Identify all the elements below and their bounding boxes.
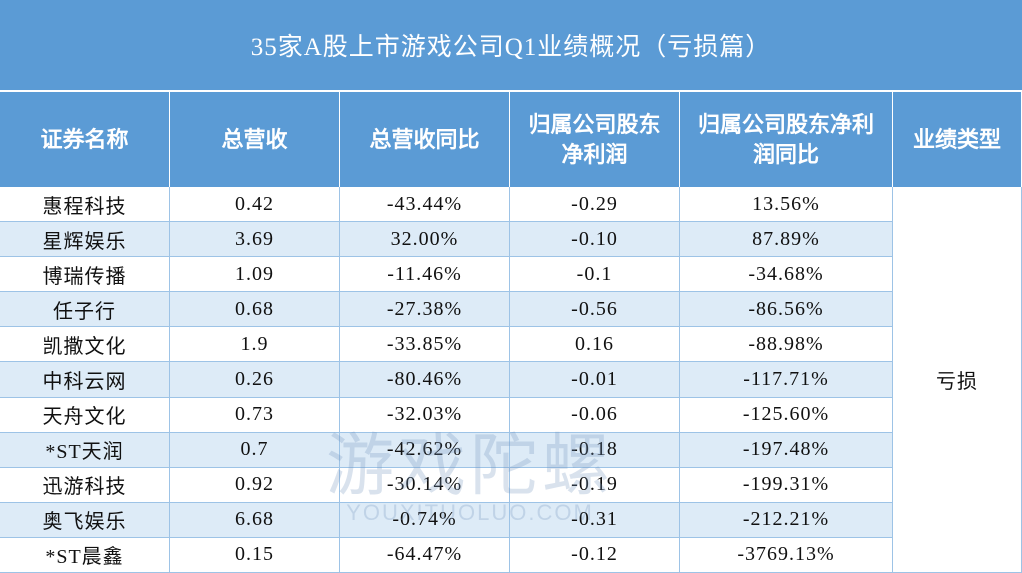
- table-cell: -42.62%: [340, 432, 510, 468]
- table-cell: -117.71%: [680, 362, 893, 398]
- table-cell: -0.18: [510, 432, 680, 468]
- table-cell: -32.03%: [340, 397, 510, 433]
- table-cell: 0.92: [170, 467, 340, 503]
- table-cell: -199.31%: [680, 467, 893, 503]
- table-cell: 1.9: [170, 327, 340, 363]
- table-cell: 凯撒文化: [0, 327, 170, 363]
- table-cell: 迅游科技: [0, 467, 170, 503]
- table-cell: 惠程科技: [0, 187, 170, 223]
- table-cell: 天舟文化: [0, 397, 170, 433]
- table-cell: -34.68%: [680, 257, 893, 293]
- table-cell: -0.12: [510, 537, 680, 573]
- table-cell: 博瑞传播: [0, 257, 170, 293]
- table-cell: 0.26: [170, 362, 340, 398]
- table-cell: 3.69: [170, 222, 340, 258]
- table-cell: -0.10: [510, 222, 680, 258]
- table-cell: -33.85%: [340, 327, 510, 363]
- table-cell: -88.98%: [680, 327, 893, 363]
- table-cell: 0.42: [170, 187, 340, 223]
- table-cell: -0.06: [510, 397, 680, 433]
- column-header: 业绩类型: [893, 92, 1022, 187]
- table-cell: 任子行: [0, 292, 170, 328]
- table-cell: 32.00%: [340, 222, 510, 258]
- table-cell: 6.68: [170, 502, 340, 538]
- column-header: 总营收: [170, 92, 340, 187]
- table-title: 35家A股上市游戏公司Q1业绩概况（亏损篇）: [0, 0, 1022, 92]
- table-cell: 星辉娱乐: [0, 222, 170, 258]
- table-cell: 0.73: [170, 397, 340, 433]
- column-header: 总营收同比: [340, 92, 510, 187]
- table-cell: -11.46%: [340, 257, 510, 293]
- table-cell: 0.68: [170, 292, 340, 328]
- table-cell: 中科云网: [0, 362, 170, 398]
- table-cell: 1.09: [170, 257, 340, 293]
- table-cell: -0.19: [510, 467, 680, 503]
- table-cell: -197.48%: [680, 432, 893, 468]
- table-cell: -0.01: [510, 362, 680, 398]
- table-cell: 87.89%: [680, 222, 893, 258]
- table-cell: *ST天润: [0, 432, 170, 468]
- table-cell: 13.56%: [680, 187, 893, 223]
- table-cell: -27.38%: [340, 292, 510, 328]
- column-header: 归属公司股东净利润: [510, 92, 680, 187]
- table-cell: -0.56: [510, 292, 680, 328]
- column-header: 归属公司股东净利润同比: [680, 92, 893, 187]
- table-cell: -212.21%: [680, 502, 893, 538]
- table-cell: 0.7: [170, 432, 340, 468]
- table-cell: 0.16: [510, 327, 680, 363]
- merged-cell: 亏损: [893, 187, 1022, 573]
- table-cell: -86.56%: [680, 292, 893, 328]
- table-cell: -3769.13%: [680, 537, 893, 573]
- table-cell: *ST晨鑫: [0, 537, 170, 573]
- table-cell: -30.14%: [340, 467, 510, 503]
- table-cell: -0.31: [510, 502, 680, 538]
- table-cell: -0.1: [510, 257, 680, 293]
- table-cell: -125.60%: [680, 397, 893, 433]
- table-cell: -64.47%: [340, 537, 510, 573]
- column-header: 证券名称: [0, 92, 170, 187]
- table-cell: -0.74%: [340, 502, 510, 538]
- table-cell: 0.15: [170, 537, 340, 573]
- table-cell: -80.46%: [340, 362, 510, 398]
- table-cell: -0.29: [510, 187, 680, 223]
- table-cell: -43.44%: [340, 187, 510, 223]
- table-cell: 奥飞娱乐: [0, 502, 170, 538]
